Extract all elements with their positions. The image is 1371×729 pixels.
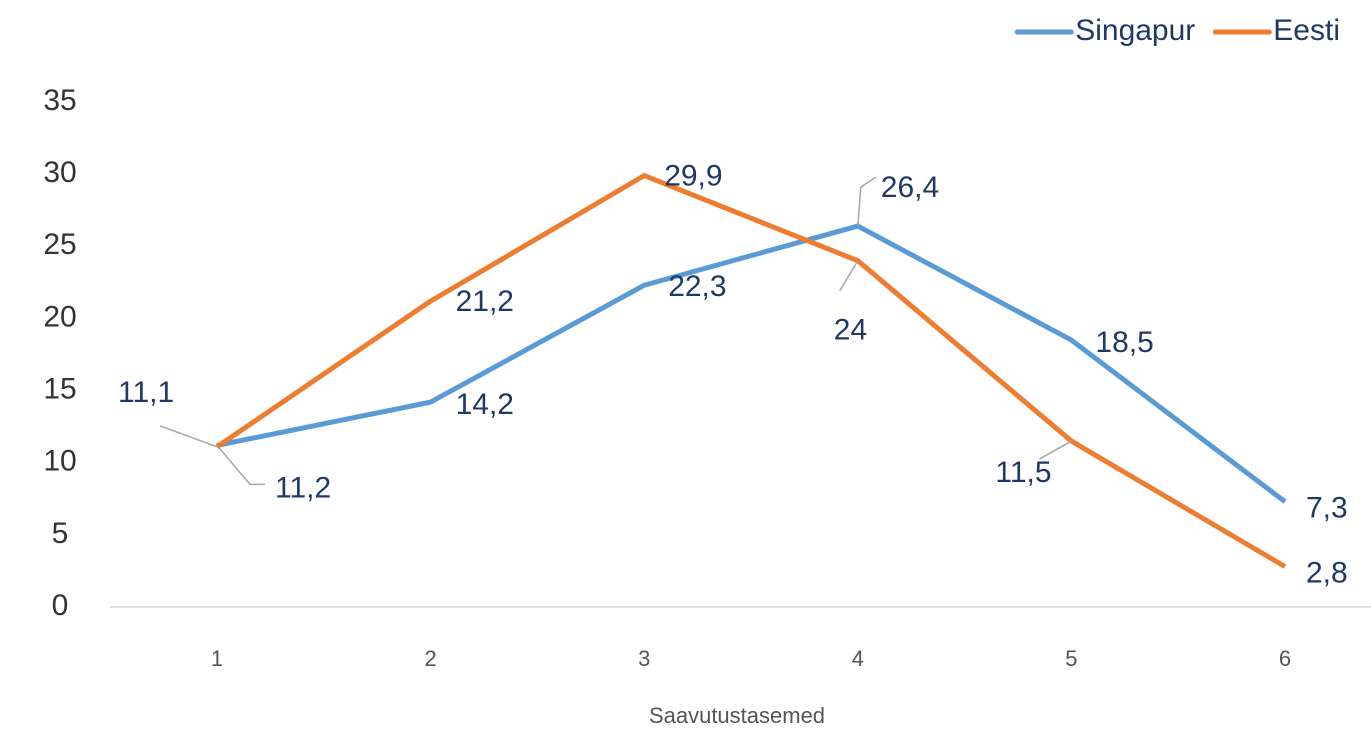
x-tick-label: 4 <box>852 646 864 671</box>
legend-label: Eesti <box>1273 14 1340 47</box>
data-label: 11,1 <box>118 376 174 409</box>
y-tick-label: 0 <box>52 589 69 622</box>
leader-line <box>216 444 265 486</box>
data-label: 26,4 <box>881 171 939 204</box>
series-line <box>215 173 1287 569</box>
y-tick-label: 10 <box>43 445 76 478</box>
legend-label: Singapur <box>1075 14 1195 47</box>
x-tick-label: 3 <box>638 646 650 671</box>
data-label: 29,9 <box>664 160 722 193</box>
data-label: 18,5 <box>1095 326 1153 359</box>
x-tick-label: 2 <box>424 646 436 671</box>
x-axis-title: Saavutustasemed <box>649 703 825 728</box>
series-line <box>216 223 1287 504</box>
leader-line <box>857 176 877 227</box>
leader-line <box>839 260 859 292</box>
data-label: 22,3 <box>668 270 726 303</box>
y-tick-label: 15 <box>43 372 76 405</box>
data-label: 11,5 <box>995 456 1051 489</box>
data-label: 2,8 <box>1306 557 1348 590</box>
data-label: 14,2 <box>456 388 514 421</box>
leader-line <box>1039 440 1072 460</box>
x-tick-label: 5 <box>1065 646 1077 671</box>
x-tick-label: 6 <box>1279 646 1291 671</box>
y-tick-label: 25 <box>43 228 76 261</box>
data-label: 21,2 <box>456 285 514 318</box>
data-label: 11,2 <box>275 471 331 504</box>
y-tick-label: 20 <box>43 300 76 333</box>
y-tick-label: 30 <box>43 156 76 189</box>
y-tick-label: 35 <box>43 84 76 117</box>
data-label: 7,3 <box>1306 492 1348 525</box>
y-tick-label: 5 <box>52 517 69 550</box>
data-label: 24 <box>834 314 867 347</box>
x-tick-label: 1 <box>211 646 223 671</box>
leader-line <box>159 425 218 448</box>
